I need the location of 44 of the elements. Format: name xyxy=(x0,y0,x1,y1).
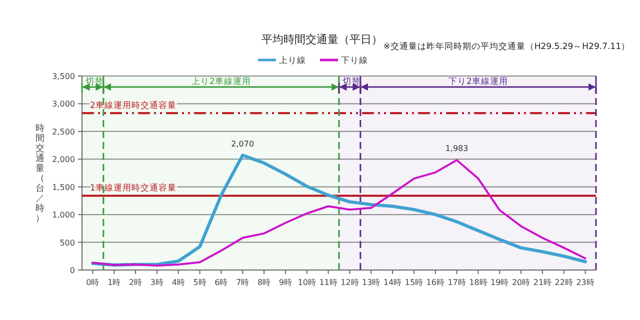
chart-title: 平均時間交通量（平日） xyxy=(262,33,382,46)
x-tick-label: 21時 xyxy=(533,278,552,287)
x-tick-label: 17時 xyxy=(448,278,466,287)
y-tick-label: 1,000 xyxy=(52,210,75,220)
legend-label: 下り線 xyxy=(341,55,368,66)
x-tick-label: 6時 xyxy=(214,278,228,287)
x-tick-label: 5時 xyxy=(193,278,206,287)
x-tick-label: 1時 xyxy=(108,278,121,287)
x-tick-label: 12時 xyxy=(340,278,359,287)
band-label: 切替 xyxy=(86,76,104,87)
x-tick-label: 18時 xyxy=(469,278,488,287)
y-tick-label: 3,500 xyxy=(52,72,75,81)
x-tick-label: 11時 xyxy=(319,278,338,287)
y-tick-label: 2,000 xyxy=(52,155,75,164)
x-tick-label: 0時 xyxy=(86,278,100,287)
x-tick-label: 2時 xyxy=(128,278,142,287)
ref-line-label: 2車線運用時交通容量 xyxy=(90,100,176,112)
data-label: 2,070 xyxy=(231,139,254,148)
y-tick-label: 3,000 xyxy=(52,100,75,109)
x-tick-label: 16時 xyxy=(426,278,444,287)
x-tick-label: 8時 xyxy=(257,278,271,287)
x-tick-label: 13時 xyxy=(362,278,380,287)
x-tick-label: 14時 xyxy=(383,278,402,287)
legend-label: 上り線 xyxy=(279,55,306,66)
x-tick-label: 3時 xyxy=(150,278,164,287)
x-tick-label: 19時 xyxy=(490,278,509,287)
text: ※交通量は昨年同時期の平均交通量（H29.5.29～H29.7.11） xyxy=(383,41,630,52)
band-label: 切替 xyxy=(342,76,361,87)
y-tick-label: 500 xyxy=(60,238,75,248)
x-tick-label: 9時 xyxy=(278,278,292,287)
band-label: 上り2車線運用 xyxy=(191,76,251,87)
x-tick-label: 4時 xyxy=(172,278,185,287)
x-tick-label: 7時 xyxy=(236,278,250,287)
x-tick-label: 20時 xyxy=(512,278,530,287)
y-tick-label: 0 xyxy=(70,266,75,275)
x-tick-label: 15時 xyxy=(404,278,424,287)
y-tick-label: 1,500 xyxy=(52,182,75,192)
band-label: 下り2車線運用 xyxy=(448,76,508,87)
y-tick-label: 2,500 xyxy=(52,127,75,136)
x-tick-label: 22時 xyxy=(554,278,573,287)
x-tick-label: 23時 xyxy=(576,278,594,287)
data-label: 1,983 xyxy=(445,144,468,154)
text: 時間交通量（台／時） xyxy=(36,124,44,224)
x-tick-label: 10時 xyxy=(298,278,316,287)
